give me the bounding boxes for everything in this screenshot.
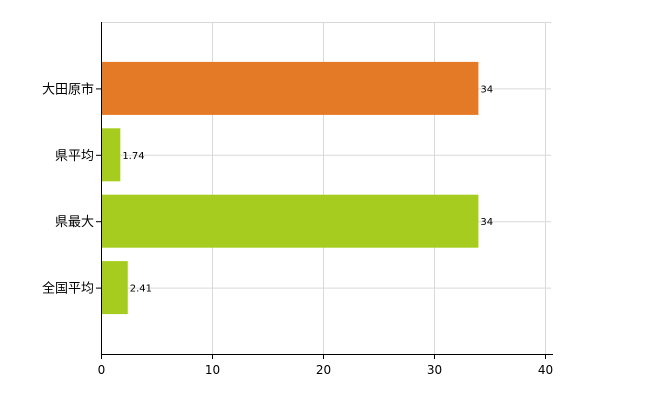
bar [102,128,121,182]
category-label: 県平均 [55,149,94,164]
x-tick-label: 30 [427,363,442,377]
category-label: 大田原市 [42,81,94,97]
x-tick-label: 40 [538,363,553,377]
data-label: 2.41 [130,284,152,295]
labels: 0 10 20 30 40 大田原市 34 県平均 1.74 県最大 34 全国平均 2.41 [42,81,553,377]
data-label: 34 [480,84,493,95]
bar [102,194,479,248]
bar [102,261,128,315]
data-label: 1.74 [122,151,144,162]
bar [102,61,479,115]
bars [102,61,479,315]
category-label: 県最大 [55,215,94,230]
x-tick-label: 0 [98,363,106,377]
axis-ticks [96,88,546,359]
x-tick-label: 20 [316,363,331,377]
data-label: 34 [480,217,493,228]
x-tick-label: 10 [205,363,220,377]
axes [101,22,553,355]
category-label: 全国平均 [42,281,94,297]
